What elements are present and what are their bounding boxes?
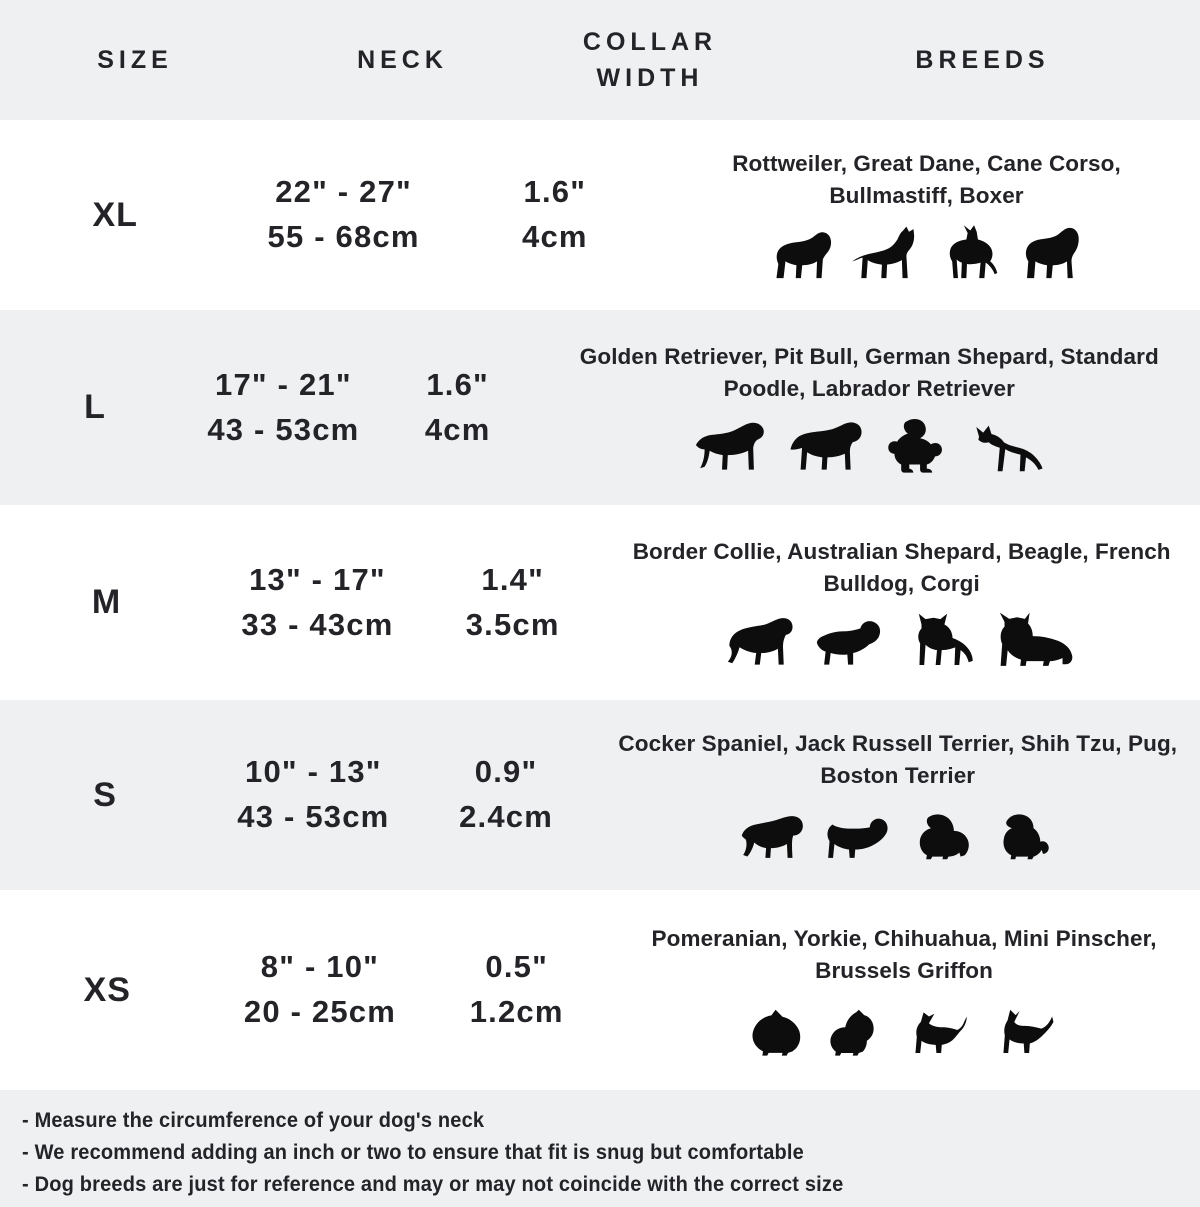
collar-width-cell: 0.9" 2.4cm: [417, 700, 596, 890]
pug-icon: [993, 812, 1057, 862]
yorkie-icon: [825, 1007, 890, 1057]
table-row: L 17" - 21" 43 - 53cm 1.6" 4cm Golden Re…: [0, 310, 1200, 505]
jack-russell-icon: [824, 812, 896, 862]
collar-inches: 0.9": [474, 754, 538, 790]
header-size: SIZE: [97, 45, 173, 74]
table-row: M 13" - 17" 33 - 43cm 1.4" 3.5cm Border …: [0, 505, 1200, 700]
size-cell: XS: [0, 890, 215, 1090]
note-line: - We recommend adding an inch or two to …: [22, 1140, 804, 1164]
bullmastiff-icon: [1018, 224, 1082, 282]
collar-cm: 2.4cm: [459, 799, 553, 834]
neck-cell: 17" - 21" 43 - 53cm: [190, 310, 377, 505]
breeds-cell: Border Collie, Australian Shepard, Beagl…: [603, 505, 1200, 700]
chihuahua-icon: [906, 1007, 978, 1057]
note-line: - Dog breeds are just for reference and …: [22, 1172, 844, 1196]
cocker-spaniel-icon: [739, 812, 808, 862]
neck-cm: 55 - 68cm: [267, 219, 420, 254]
border-collie-icon: [725, 611, 798, 669]
breeds-text: Border Collie, Australian Shepard, Beagl…: [632, 538, 1171, 596]
neck-cm: 43 - 53cm: [207, 411, 360, 447]
dog-silhouette-strip: [745, 995, 1062, 1057]
collar-width-cell: 0.5" 1.2cm: [425, 890, 608, 1090]
size-cell: M: [0, 505, 213, 700]
breeds-cell: Pomeranian, Yorkie, Chihuahua, Mini Pins…: [608, 890, 1200, 1090]
pomeranian-icon: [745, 1007, 809, 1057]
neck-inches: 13" - 17": [249, 561, 386, 597]
table-row: S 10" - 13" 43 - 53cm 0.9" 2.4cm Cocker …: [0, 700, 1200, 890]
mini-pinscher-icon: [994, 1007, 1063, 1057]
neck-cell: 22" - 27" 55 - 68cm: [230, 120, 456, 310]
header-breeds: BREEDS: [915, 45, 1050, 74]
breeds-text: Cocker Spaniel, Jack Russell Terrier, Sh…: [618, 731, 1178, 788]
collar-inches: 1.4": [481, 561, 544, 597]
header-collar-line1: COLLAR: [582, 27, 718, 56]
german-shepherd-icon: [968, 416, 1045, 474]
labrador-icon: [789, 416, 869, 474]
neck-cell: 13" - 17" 33 - 43cm: [213, 505, 422, 700]
breeds-cell: Golden Retriever, Pit Bull, German Shepa…: [539, 310, 1200, 505]
collar-inches: 1.6": [523, 174, 587, 210]
size-label: L: [84, 388, 106, 426]
corgi-icon: [992, 611, 1078, 669]
size-label: XS: [83, 970, 131, 1009]
neck-inches: 17" - 21": [215, 366, 352, 402]
golden-retriever-icon: [693, 416, 773, 474]
breeds-cell: Rottweiler, Great Dane, Cane Corso, Bull…: [653, 120, 1200, 310]
neck-cm: 33 - 43cm: [241, 606, 394, 642]
size-label: XL: [92, 195, 138, 234]
size-cell: L: [0, 310, 190, 505]
table-header-row: SIZE NECK COLLAR WIDTH BREEDS: [0, 0, 1200, 120]
header-collar-width: COLLAR WIDTH: [535, 24, 765, 97]
breeds-text: Pomeranian, Yorkie, Chihuahua, Mini Pins…: [651, 926, 1157, 983]
breeds-cell: Cocker Spaniel, Jack Russell Terrier, Sh…: [596, 700, 1200, 890]
size-label: M: [91, 583, 122, 621]
note-line: - Measure the circumference of your dog'…: [22, 1108, 485, 1132]
table-row: XS 8" - 10" 20 - 25cm 0.5" 1.2cm Pomeran…: [0, 890, 1200, 1090]
boxer-icon: [938, 224, 1002, 282]
table-row: XL 22" - 27" 55 - 68cm 1.6" 4cm Rottweil…: [0, 120, 1200, 310]
neck-cell: 10" - 13" 43 - 53cm: [210, 700, 416, 890]
great-dane-icon: [851, 224, 922, 282]
header-collar-line2: WIDTH: [596, 64, 704, 92]
collar-width-cell: 1.6" 4cm: [377, 310, 539, 505]
neck-cm: 20 - 25cm: [243, 994, 396, 1029]
dog-silhouette-strip: [693, 412, 1045, 474]
dog-silhouette-strip: [770, 220, 1082, 282]
collar-width-cell: 1.4" 3.5cm: [422, 505, 603, 700]
collar-cm: 4cm: [522, 219, 588, 254]
beagle-icon: [814, 611, 892, 669]
rottweiler-icon: [770, 224, 834, 282]
neck-inches: 22" - 27": [275, 174, 412, 210]
collar-cm: 4cm: [424, 411, 491, 447]
size-cell: S: [0, 700, 210, 890]
header-neck: NECK: [357, 45, 448, 74]
poodle-icon: [885, 416, 952, 474]
breeds-text: Golden Retriever, Pit Bull, German Shepa…: [579, 343, 1159, 401]
dog-silhouette-strip: [739, 800, 1057, 862]
collar-inches: 0.5": [485, 949, 548, 985]
collar-cm: 1.2cm: [469, 994, 564, 1029]
neck-inches: 10" - 13": [245, 754, 382, 790]
neck-inches: 8" - 10": [260, 949, 380, 985]
size-label: S: [93, 775, 117, 814]
dog-silhouette-strip: [725, 607, 1077, 669]
french-bulldog-icon: [908, 611, 975, 669]
size-cell: XL: [0, 120, 230, 310]
collar-inches: 1.6": [426, 366, 489, 402]
shih-tzu-icon: [912, 812, 977, 862]
notes-section: - Measure the circumference of your dog'…: [0, 1090, 1200, 1207]
neck-cm: 43 - 53cm: [237, 799, 390, 834]
collar-width-cell: 1.6" 4cm: [457, 120, 653, 310]
collar-cm: 3.5cm: [465, 606, 560, 642]
neck-cell: 8" - 10" 20 - 25cm: [215, 890, 426, 1090]
breeds-text: Rottweiler, Great Dane, Cane Corso, Bull…: [732, 151, 1121, 208]
